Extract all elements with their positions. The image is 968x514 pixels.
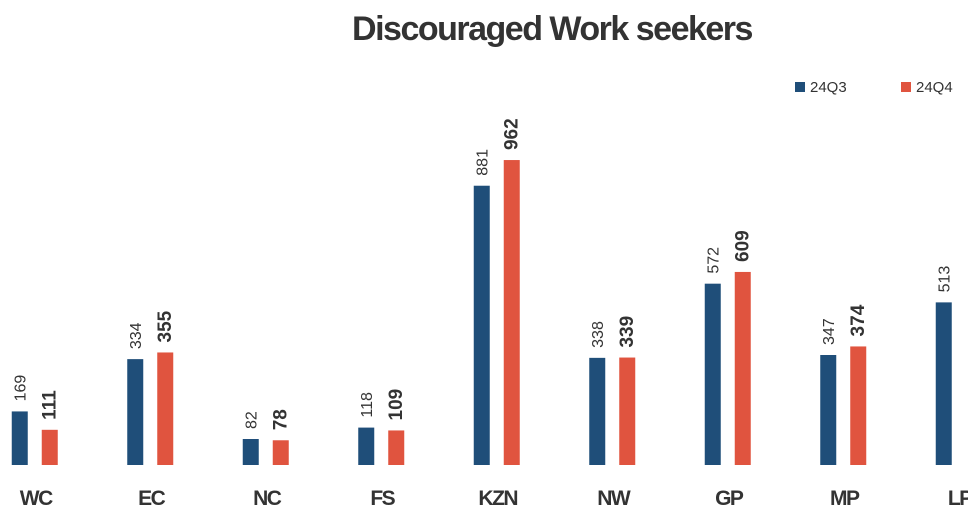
x-tick-label: NC	[253, 487, 282, 510]
x-tick-label: FS	[370, 487, 395, 510]
value-label: 962	[502, 118, 523, 150]
value-label: 339	[617, 316, 638, 348]
bar	[704, 283, 721, 465]
value-label: 82	[244, 411, 261, 429]
value-label: 109	[386, 389, 407, 421]
x-tick-label: NW	[597, 487, 631, 510]
value-label: 334	[128, 322, 145, 349]
value-label: 338	[590, 321, 607, 348]
bar	[157, 352, 174, 465]
bar	[619, 357, 636, 465]
value-label: 347	[821, 318, 838, 345]
legend-swatch	[795, 82, 805, 92]
x-tick-label: MP	[830, 487, 860, 510]
bar	[11, 411, 28, 465]
value-label: 118	[359, 392, 376, 418]
value-label: 78	[271, 409, 292, 430]
bar	[272, 440, 289, 465]
x-tick-label: EC	[138, 487, 166, 510]
x-tick-label: LP	[948, 487, 968, 510]
bar	[503, 160, 520, 465]
legend-label: 24Q4	[916, 79, 953, 96]
bar	[734, 271, 751, 465]
value-label: 169	[13, 375, 30, 402]
value-label: 609	[733, 230, 754, 262]
x-tick-label: KZN	[478, 487, 517, 510]
legend-swatch	[901, 82, 911, 92]
value-label: 513	[937, 266, 954, 293]
bar	[242, 439, 259, 465]
bar	[358, 427, 375, 465]
bar	[820, 355, 837, 465]
bar	[473, 185, 490, 465]
value-label: 355	[155, 310, 176, 342]
x-tick-label: WC	[20, 487, 53, 510]
bar	[935, 302, 952, 465]
bar	[127, 359, 144, 465]
value-label: 572	[706, 247, 723, 274]
value-label: 111	[40, 390, 61, 420]
value-label: 374	[848, 304, 869, 336]
legend-label: 24Q3	[810, 79, 847, 96]
bar	[850, 346, 867, 465]
bar	[589, 357, 606, 465]
x-tick-label: GP	[715, 487, 744, 510]
bar	[41, 429, 58, 465]
bar	[388, 430, 405, 465]
value-label: 881	[475, 149, 492, 176]
chart-title: Discouraged Work seekers	[352, 10, 752, 48]
